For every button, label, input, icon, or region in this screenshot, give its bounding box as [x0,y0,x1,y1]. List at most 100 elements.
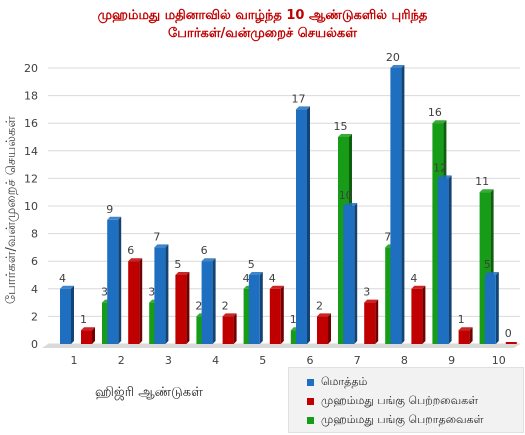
data-label: 10 [339,189,353,202]
y-tick-label: 10 [24,200,38,213]
y-tick-label: 0 [31,338,38,351]
bar-side [495,272,499,344]
bar-top [343,203,358,206]
bar [479,192,491,344]
bar [81,330,92,344]
bar [390,68,402,344]
data-label: 1 [290,313,297,326]
bar [484,275,496,344]
data-label: 2 [316,299,323,312]
bar [248,275,260,344]
y-tick-label: 14 [24,145,38,158]
data-label: 11 [475,175,489,188]
bar-side [354,203,358,344]
bar-side [375,299,379,344]
bar-side [71,285,74,344]
bar [60,288,71,344]
x-tick-label: 6 [307,354,314,367]
bar-top [128,258,143,262]
bar [107,219,119,344]
x-tick-label: 7 [354,354,361,367]
legend-item-not-participated: முஹம்மது பங்கு பெறாதவைகள் [307,413,484,429]
data-label: 3 [148,286,155,299]
bar-top [317,313,331,317]
bar-top [484,272,499,275]
data-label: 20 [386,51,400,64]
bar-top [390,65,405,68]
data-label: 16 [428,106,442,119]
bar-side [165,244,169,344]
bar [505,342,517,344]
bar [222,316,234,344]
data-label: 1 [458,313,465,326]
bar-top [222,313,237,317]
x-tick-label: 10 [492,354,506,367]
bar-top [107,216,122,220]
x-tick-label: 5 [259,354,266,367]
bar [317,316,328,344]
chart-floor [42,344,520,348]
y-tick-label: 2 [31,310,38,323]
chart-title-line-2: போர்கள்/வன்முறைச் செயல்கள் [168,26,357,41]
bar-top [81,327,95,331]
legend-item-participated: முஹம்மது பங்கு பெற்றவைகள் [307,394,478,410]
y-tick-label: 6 [31,255,38,268]
x-tick-label: 3 [165,354,172,367]
data-label: 2 [222,299,229,312]
bar-side [259,272,263,344]
bar [437,178,449,344]
bar [175,275,187,344]
y-tick-label: 8 [31,228,38,241]
y-axis-title: போர்கள்/வன்முறைச் செயல்கள் [4,115,19,305]
bar-side [118,216,122,344]
data-label: 4 [410,272,417,285]
bar-top [338,134,352,137]
data-label: 5 [484,258,491,271]
data-label: 7 [384,230,391,243]
bar-top [248,272,263,275]
bar-side [280,285,284,344]
bar-top [479,189,494,193]
legend-swatch-total [307,379,314,386]
bar-top [201,258,216,262]
data-label: 17 [292,92,306,105]
bar-top [60,285,74,289]
y-tick-label: 4 [31,283,38,296]
bar [364,302,376,344]
x-tick-label: 9 [448,354,455,367]
data-label: 5 [248,258,255,271]
legend: மொத்தம் முஹம்மது பங்கு பெற்றவைகள் முஹம்ம… [288,367,524,433]
bar-top [411,285,426,289]
data-label: 0 [505,327,512,340]
data-label: 1 [80,313,87,326]
data-label: 3 [101,286,108,299]
bar [201,261,213,344]
bar-side [307,106,310,345]
chart-title-line-1: முஹம்மது மதினாவில் வாழ்ந்த 10 ஆண்டுகளில்… [97,8,428,23]
bar-side [212,258,216,344]
data-label: 15 [334,120,348,133]
legend-item-total: மொத்தம் [307,375,367,391]
data-label: 12 [433,161,447,174]
bar-side [186,272,190,344]
legend-label-participated: முஹம்மது பங்கு பெற்றவைகள் [321,394,479,407]
x-tick-label: 8 [401,354,408,367]
bar-top [458,327,473,331]
bar-side [92,327,95,344]
legend-label-not-participated: முஹம்மது பங்கு பெறாதவைகள் [321,413,484,426]
bar-top [269,285,284,289]
bar-side [469,327,473,344]
bar-side [422,285,426,344]
bar [128,261,140,344]
data-label: 4 [59,272,66,285]
bar-top [437,175,452,179]
data-label: 9 [106,203,113,216]
y-tick-label: 18 [24,90,38,103]
y-tick-label: 16 [24,117,38,130]
bar-side [233,313,237,344]
bar-top [175,272,190,275]
data-label: 4 [243,272,250,285]
legend-label-total: மொத்தம் [321,375,368,388]
legend-swatch-not-participated [307,417,314,424]
